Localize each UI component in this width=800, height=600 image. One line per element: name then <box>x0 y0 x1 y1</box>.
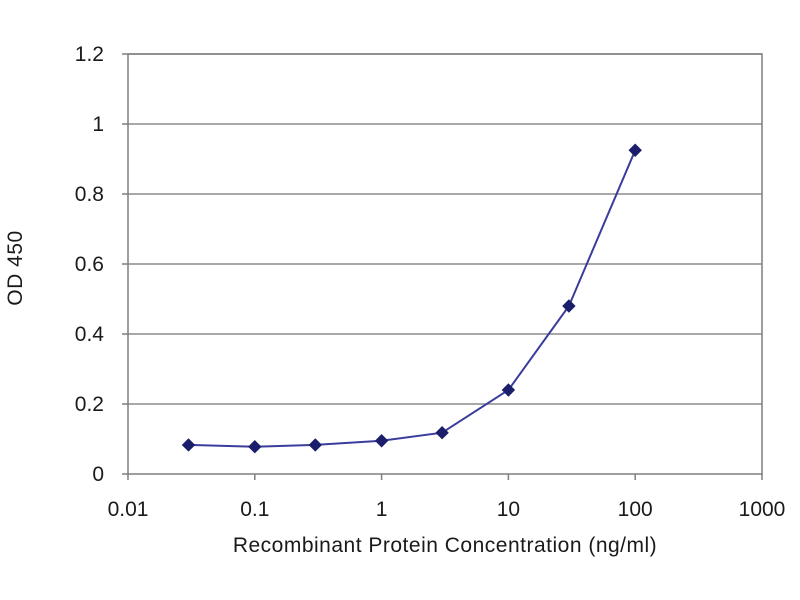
x-tick-label: 0.1 <box>240 498 269 521</box>
data-point-marker <box>374 434 389 448</box>
series-layer <box>181 143 642 454</box>
series-line <box>188 149 637 448</box>
y-tick-label: 0.8 <box>75 183 104 206</box>
x-axis-title: Recombinant Protein Concentration (ng/ml… <box>233 534 657 557</box>
data-point-marker <box>628 143 642 157</box>
y-axis-ticks: 0 0.2 0.4 0.6 0.8 1 1.2 <box>75 43 128 486</box>
data-point-marker <box>181 438 196 452</box>
data-point-marker <box>248 439 262 454</box>
y-tick-label: 0.4 <box>75 323 105 346</box>
y-tick-label: 0.2 <box>75 393 104 416</box>
x-tick-label: 1 <box>376 498 388 521</box>
data-point-marker <box>562 299 576 313</box>
y-tick-label: 0 <box>92 463 104 486</box>
x-tick-label: 10 <box>497 498 520 521</box>
data-point-marker <box>501 383 516 397</box>
data-point-marker <box>308 438 323 452</box>
data-point-marker <box>435 425 449 440</box>
y-axis-title: OD 450 <box>4 230 27 305</box>
x-tick-label: 100 <box>618 498 653 521</box>
grid-lines <box>128 53 762 405</box>
y-tick-label: 1.2 <box>75 43 104 66</box>
y-tick-label: 1 <box>92 113 104 136</box>
y-tick-label: 0.6 <box>75 253 104 276</box>
x-tick-label: 1000 <box>739 498 786 521</box>
x-tick-label: 0.01 <box>108 498 149 521</box>
x-axis-ticks: 0.01 0.1 1 10 100 1000 <box>108 474 786 521</box>
